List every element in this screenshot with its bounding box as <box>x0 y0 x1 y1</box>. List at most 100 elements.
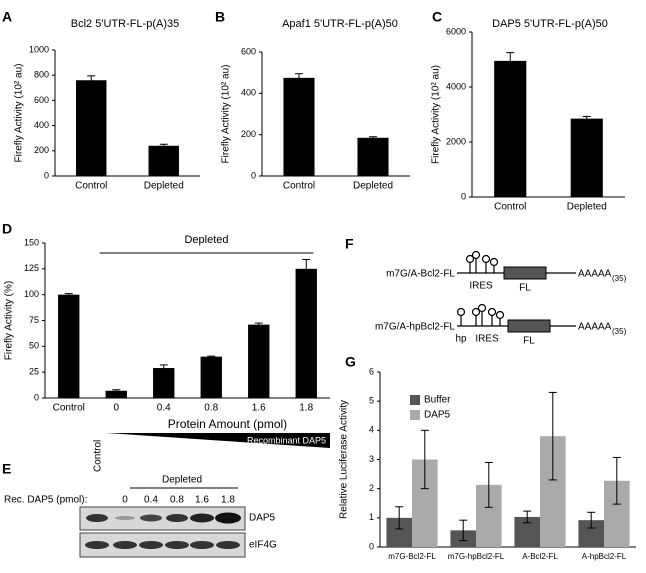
y-tick-label: 4 <box>369 425 374 435</box>
y-tick-label: 75 <box>29 315 39 325</box>
chart-title: Apaf1 5'UTR-FL-p(A)50 <box>282 18 398 30</box>
x-tick-label: Depleted <box>144 181 184 192</box>
x-tick-label: m7G-hpBcl2-FL <box>448 552 505 561</box>
bar <box>295 268 317 398</box>
panel-label: D <box>2 221 12 237</box>
annotation: Depleted <box>184 234 228 246</box>
x-tick-label: m7G-Bcl2-FL <box>388 552 436 561</box>
x-tick-label: Depleted <box>567 202 607 213</box>
x-tick-label: A-hpBcl2-FL <box>582 552 627 561</box>
x-tick-label: 1.6 <box>252 403 266 414</box>
x-tick-label: 0.4 <box>157 403 171 414</box>
bar <box>153 368 175 398</box>
annotation: Recombinant DAP5 <box>247 435 326 445</box>
bar <box>494 60 527 197</box>
y-tick-label: 6 <box>369 366 374 376</box>
y-tick-label: 3 <box>369 454 374 464</box>
construct-name: m7G/A-Bcl2-FL <box>386 269 455 280</box>
lane-label: 0.8 <box>170 495 184 506</box>
y-tick-label: 200 <box>241 129 256 139</box>
y-tick-label: 6000 <box>446 26 466 36</box>
y-axis-label: Firefly Activity (10² au) <box>221 65 232 164</box>
legend-swatch <box>410 395 420 405</box>
x-tick-label: Control <box>75 181 107 192</box>
orf-label: FL <box>523 336 535 347</box>
legend-label: DAP5 <box>424 410 451 421</box>
lane-label: 1.8 <box>221 495 235 506</box>
y-tick-label: 800 <box>34 70 49 80</box>
ires-label: IRES <box>469 281 493 292</box>
bar <box>570 118 603 197</box>
y-tick-label: 2000 <box>446 136 466 146</box>
row-label: Rec. DAP5 (pmol): <box>4 495 87 506</box>
y-tick-label: 100 <box>24 289 39 299</box>
ires-label: IRES <box>475 334 499 345</box>
y-tick-label: 4000 <box>446 81 466 91</box>
y-tick-label: 50 <box>29 341 39 351</box>
bar <box>76 80 107 176</box>
orf-label: FL <box>519 283 531 294</box>
x-tick-label: Control <box>283 181 315 192</box>
y-tick-label: 0 <box>369 541 374 551</box>
y-axis-label: Firefly Activity (10² au) <box>14 64 25 163</box>
y-tick-label: 0 <box>461 191 466 201</box>
bar <box>283 77 315 176</box>
panel-label: E <box>2 461 11 477</box>
lane-label: 0.4 <box>144 495 158 506</box>
band-label: eIF4G <box>249 540 277 551</box>
x-tick-label: 0 <box>113 403 119 414</box>
bar <box>58 294 80 398</box>
x-tick-label: Control <box>494 202 526 213</box>
tail-label: AAAAA <box>578 269 612 280</box>
y-tick-label: 5 <box>369 396 374 406</box>
panel-label: F <box>345 236 354 252</box>
band-label: DAP5 <box>249 513 276 524</box>
y-tick-label: 0 <box>34 392 39 402</box>
bar <box>248 324 270 398</box>
lane-label: Control <box>93 440 104 472</box>
panel-label: G <box>345 354 356 370</box>
construct: m7G/A-hpBcl2-FL hp IRES FL AAAAA (35) <box>375 303 627 347</box>
bar <box>105 390 127 398</box>
panel-label: B <box>215 9 225 25</box>
y-tick-label: 400 <box>34 120 49 130</box>
y-tick-label: 0 <box>251 170 256 180</box>
blot-image <box>79 506 246 558</box>
gradient-wedge <box>106 433 330 448</box>
tail-length: (35) <box>612 327 627 336</box>
y-tick-label: 600 <box>241 46 256 56</box>
y-axis-label: Firefly Activity (%) <box>4 281 15 360</box>
y-tick-label: 1000 <box>29 44 49 54</box>
lane-label: 1.6 <box>195 495 209 506</box>
chart-title: DAP5 5'UTR-FL-p(A)50 <box>492 18 608 30</box>
y-tick-label: 0 <box>44 170 49 180</box>
y-tick-label: 200 <box>34 145 49 155</box>
x-tick-label: 0.8 <box>204 403 218 414</box>
tail-length: (35) <box>612 274 627 283</box>
construct: m7G/A-Bcl2-FL IRES FL AAAAA (35) <box>386 250 627 294</box>
x-tick-label: A-Bcl2-FL <box>522 552 558 561</box>
x-axis-label: Protein Amount (pmol) <box>168 417 287 431</box>
chart-title: Bcl2 5'UTR-FL-p(A)35 <box>71 18 179 30</box>
bar <box>148 145 179 176</box>
tail-label: AAAAA <box>578 322 612 333</box>
y-tick-label: 125 <box>24 263 39 273</box>
y-tick-label: 400 <box>241 88 256 98</box>
legend-swatch <box>410 410 420 420</box>
y-tick-label: 150 <box>24 237 39 247</box>
y-tick-label: 1 <box>369 512 374 522</box>
legend-label: Buffer <box>424 395 451 406</box>
panel-label: C <box>432 9 442 25</box>
bar <box>200 356 222 398</box>
panel-label: A <box>2 9 12 25</box>
x-tick-label: Control <box>53 403 85 414</box>
y-axis-label: Firefly Activity (10² au) <box>431 65 442 164</box>
lane-label: 0 <box>122 495 128 506</box>
construct-name: m7G/A-hpBcl2-FL <box>375 322 455 333</box>
hp-label: hp <box>455 334 467 345</box>
y-tick-label: 2 <box>369 483 374 493</box>
bar <box>357 137 389 176</box>
x-tick-label: Depleted <box>353 181 393 192</box>
y-axis-label: Relative Luciferase Activity <box>339 400 350 519</box>
